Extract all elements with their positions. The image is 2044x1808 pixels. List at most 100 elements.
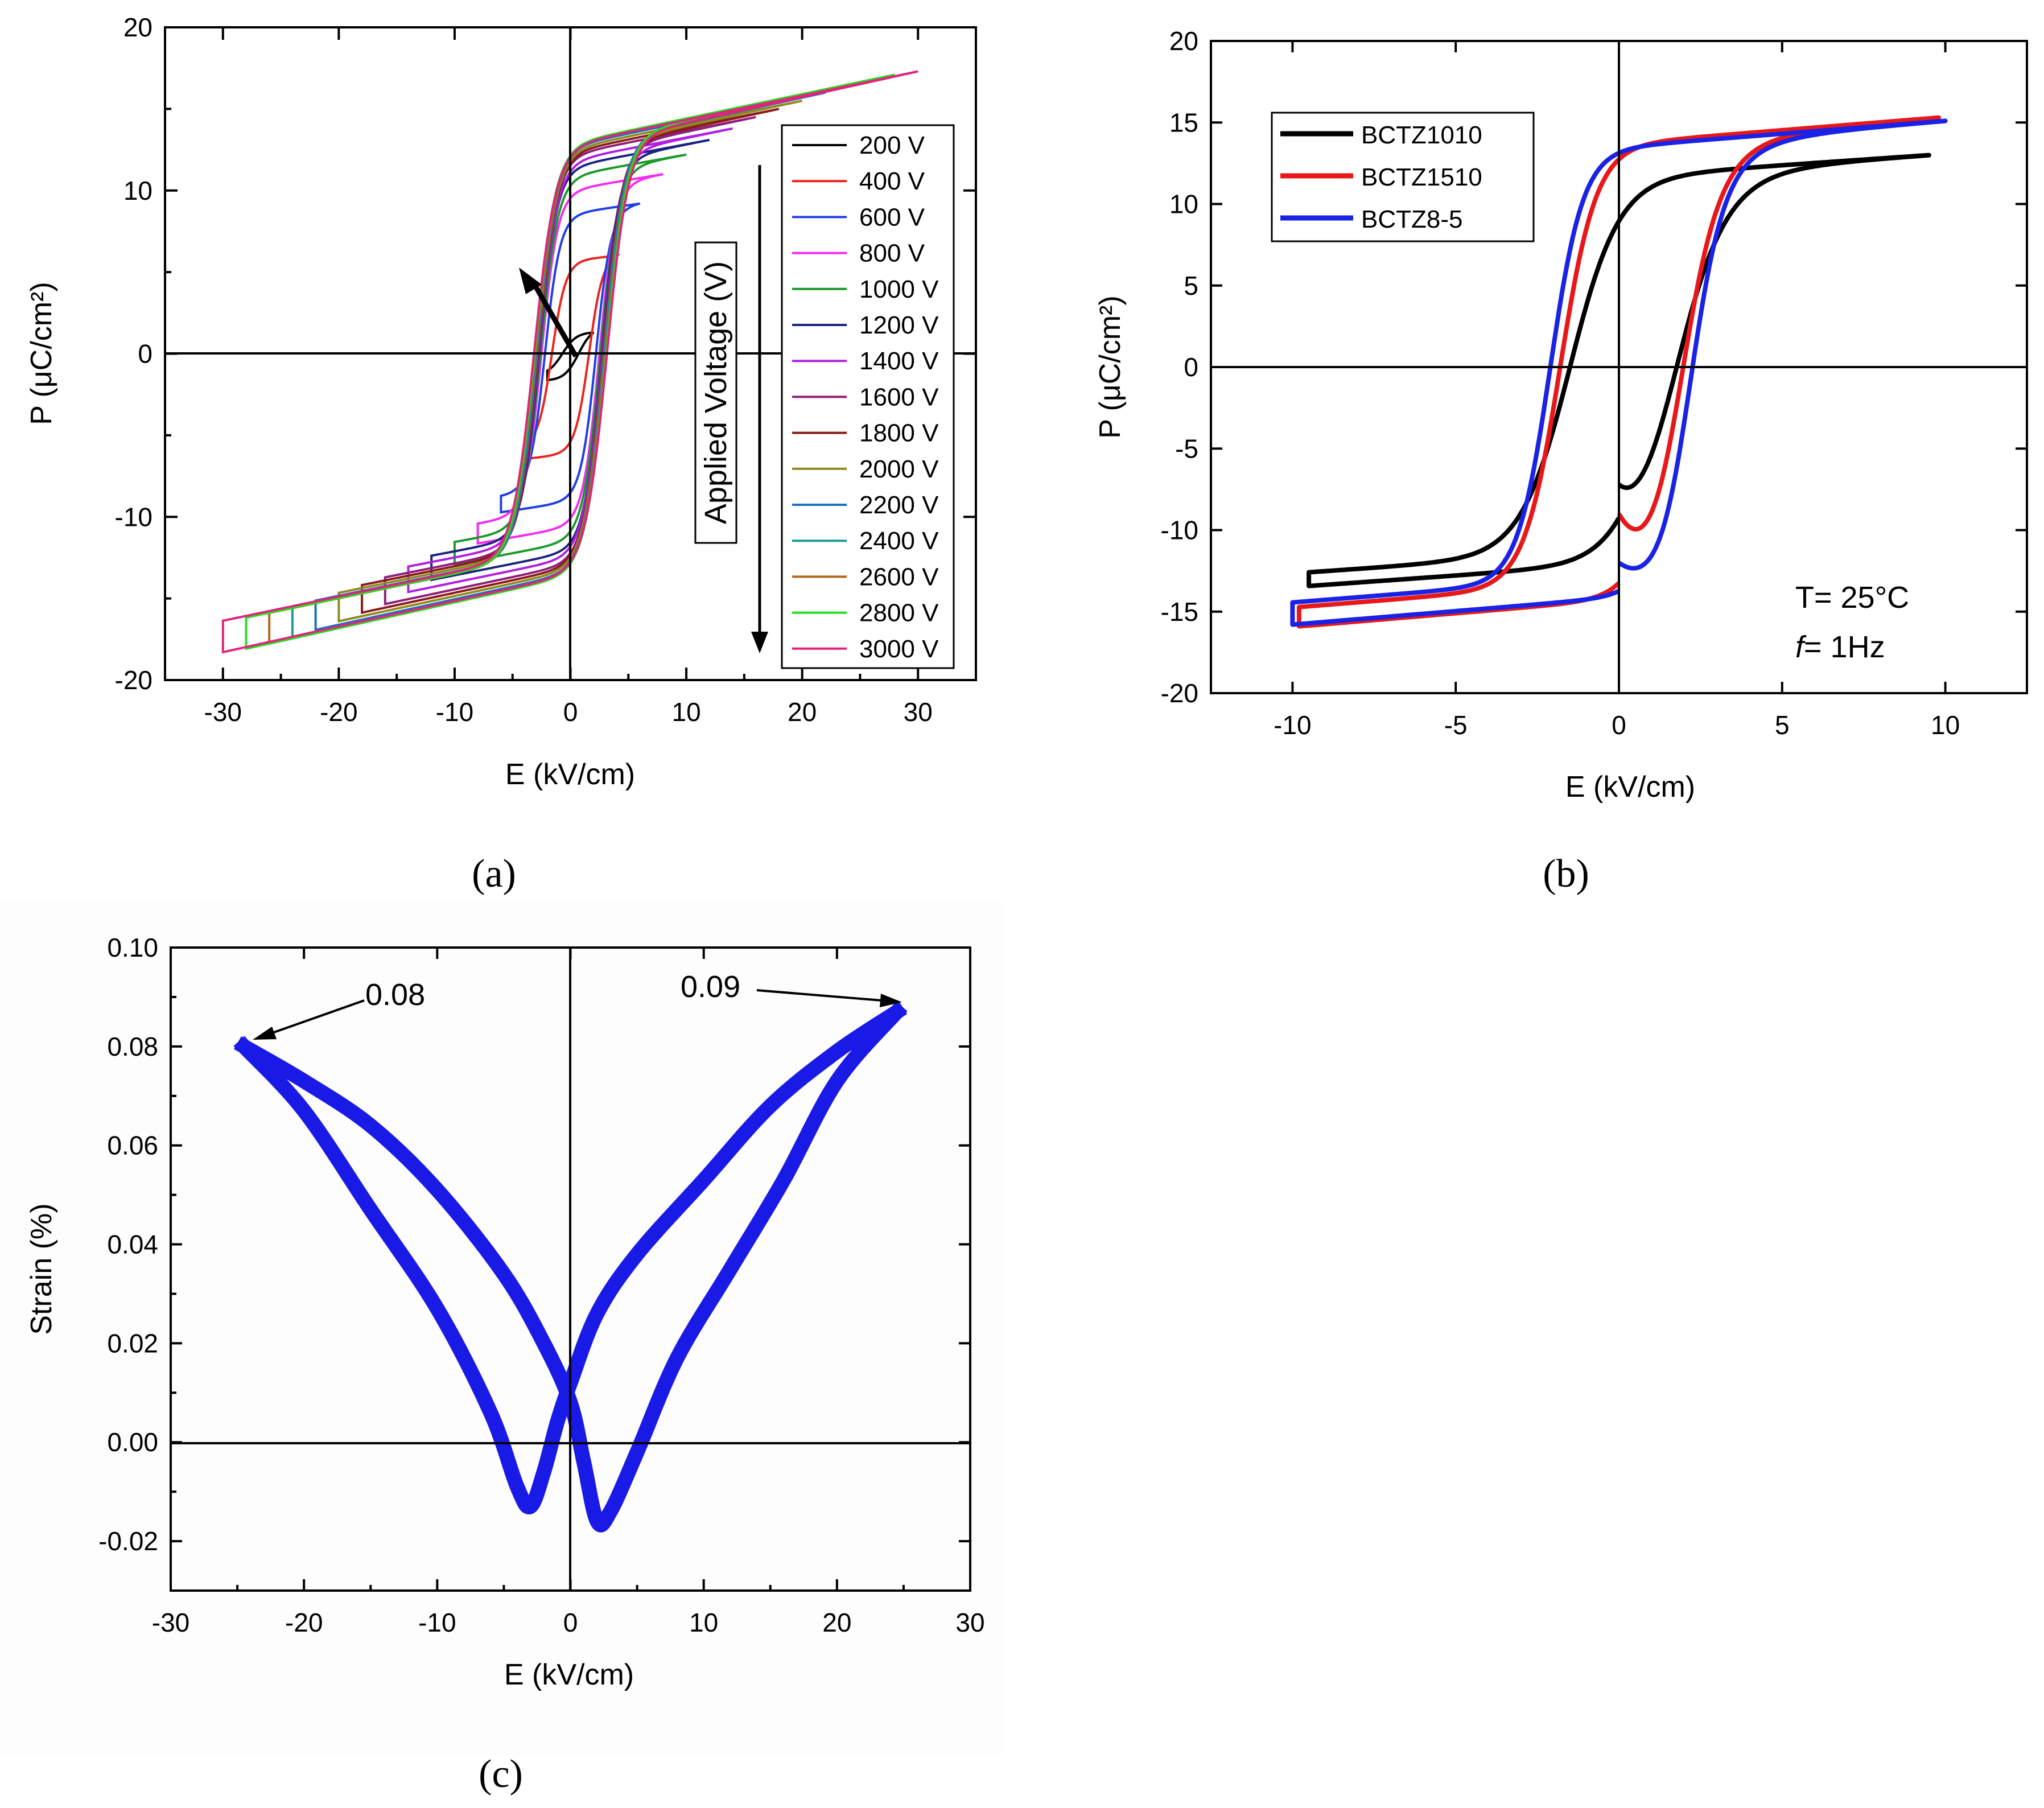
chart-a-legend-label: 1600 V xyxy=(859,383,939,411)
chart-a-series-2800v xyxy=(245,73,895,650)
chart-b-legend-label: BCTZ8-5 xyxy=(1361,205,1462,233)
chart-b-y-tick-label: 20 xyxy=(1169,26,1198,56)
chart-b-y-tick-label: 10 xyxy=(1169,190,1198,219)
chart-a-legend-label: 1800 V xyxy=(859,419,939,447)
chart-c-x-tick-label: -10 xyxy=(418,1608,456,1637)
chart-c-x-tick-label: -20 xyxy=(285,1608,323,1637)
chart-c-x-tick-label: 0 xyxy=(563,1608,578,1637)
chart-a-y-tick-label: 0 xyxy=(138,339,153,369)
chart-a-legend: 200 V 400 V 600 V 800 V 1000 V 1200 V 1400 V 16… xyxy=(792,131,939,663)
chart-a-series-600v xyxy=(500,202,641,514)
chart-c-x-tick-label: 10 xyxy=(689,1608,718,1637)
chart-c-y-tick-label: 0.10 xyxy=(107,933,158,962)
chart-a-voltage-label-box xyxy=(694,241,737,544)
chart-a-legend-label: 3000 V xyxy=(859,635,939,663)
chart-a-x-tick-label: 10 xyxy=(671,697,700,727)
chart-c-tick-labels: -30 -20 -10 0 10 20 30 -0.02 0.00 0.02 0.04 0.06 0.0… xyxy=(98,933,984,1637)
chart-b-legend: BCTZ1010 BCTZ1510 BCTZ8-5 xyxy=(1280,121,1482,233)
chart-a-x-tick-label: 20 xyxy=(788,697,817,727)
chart-c-y-tick-label: 0.04 xyxy=(107,1230,158,1259)
chart-a-x-tick-label: -10 xyxy=(436,697,473,727)
chart-b-x-tick-label: -10 xyxy=(1274,710,1311,740)
chart-a-x-tick-label: -30 xyxy=(204,697,242,727)
chart-b-y-tick-label: -5 xyxy=(1175,434,1198,463)
chart-c-x-axis-label: E (kV/cm) xyxy=(504,1658,634,1691)
chart-c-x-tick-label: 30 xyxy=(955,1608,984,1637)
chart-a-y-axis-label: P (μC/cm²) xyxy=(25,282,58,425)
chart-a-legend-label: 1200 V xyxy=(859,311,939,339)
chart-c-arrow-right-shaft xyxy=(756,989,883,1002)
chart-b-y-tick-label: 0 xyxy=(1184,352,1198,382)
chart-b-panel-label: (b) xyxy=(1543,852,1589,896)
chart-c-arrow-left-shaft xyxy=(267,999,365,1036)
chart-b-frequency-symbol: f xyxy=(1795,630,1807,664)
chart-a-legend-label: 800 V xyxy=(859,240,925,267)
chart-b-temperature-annotation: T= 25°C xyxy=(1795,580,1909,615)
chart-b-y-tick-label: 15 xyxy=(1169,108,1198,137)
chart-b-y-tick-label: -15 xyxy=(1161,597,1198,627)
chart-b-legend-label: BCTZ1510 xyxy=(1361,163,1482,191)
chart-b-tick-labels: -10 -5 0 5 10 -20 -15 -10 -5 0 5 10 15 20 xyxy=(1161,26,1960,740)
chart-b-legend-label: BCTZ1010 xyxy=(1361,121,1482,149)
chart-b-frequency-annotation: f= 1Hz xyxy=(1795,630,1885,664)
chart-a-legend-label: 2600 V xyxy=(859,563,939,591)
chart-a-legend-label: 400 V xyxy=(859,167,925,195)
chart-b-y-axis-label: P (μC/cm²) xyxy=(1094,295,1127,438)
chart-a-legend-label: 600 V xyxy=(859,203,925,231)
chart-a-y-tick-label: 10 xyxy=(123,176,153,205)
chart-b: -10 -5 0 5 10 -20 -15 -10 -5 0 5 10 15 20 E (kV/cm) P… xyxy=(1094,26,2028,896)
chart-c-y-tick-label: 0.02 xyxy=(107,1328,158,1358)
chart-c-y-tick-label: 0.00 xyxy=(107,1427,158,1457)
chart-a-series-3000v xyxy=(221,70,918,654)
chart-c-y-tick-label: -0.02 xyxy=(98,1526,158,1556)
chart-b-y-tick-label: -10 xyxy=(1161,516,1198,545)
chart-c-y-tick-label: 0.08 xyxy=(107,1032,158,1061)
chart-b-x-tick-label: 10 xyxy=(1931,710,1960,740)
chart-a-tick-labels: -30 -20 -10 0 10 20 30 -20 -10 0 10 20 xyxy=(115,13,933,727)
chart-b-ticks xyxy=(1211,40,2027,694)
chart-a-series-800v xyxy=(476,173,664,545)
chart-a-x-axis-label: E (kV/cm) xyxy=(505,758,635,791)
chart-a-inner-arrow-shaft xyxy=(531,281,578,358)
chart-a-y-tick-label: -20 xyxy=(115,665,153,695)
chart-b-y-tick-label: -20 xyxy=(1161,678,1198,708)
chart-c-arrow-right-head xyxy=(880,994,902,1007)
chart-a-ticks xyxy=(165,26,976,681)
chart-a-legend-label: 2000 V xyxy=(859,455,939,483)
chart-c-series-descending xyxy=(233,1001,908,1514)
chart-a-x-tick-label: -20 xyxy=(320,697,357,727)
chart-c: -30 -20 -10 0 10 20 30 -0.02 0.00 0.02 0.04 0.06 0.0… xyxy=(0,902,1002,1796)
chart-a-legend-label: 2400 V xyxy=(859,527,939,555)
chart-c-y-tick-label: 0.06 xyxy=(107,1131,158,1160)
chart-c-y-axis-label: Strain (%) xyxy=(25,1203,58,1335)
chart-a-x-tick-label: 0 xyxy=(563,697,578,727)
chart-a-legend-label: 2800 V xyxy=(859,599,939,627)
chart-b-series-bctz1010 xyxy=(1307,153,1931,588)
chart-c-ticks xyxy=(170,946,971,1591)
chart-c-x-tick-label: 20 xyxy=(822,1608,851,1637)
chart-c-curves xyxy=(233,1001,908,1533)
chart-c-series-ascending xyxy=(234,1001,908,1533)
chart-c-x-tick-label: -30 xyxy=(152,1608,189,1637)
chart-a-legend-label: 1400 V xyxy=(859,347,939,375)
chart-b-series-bctz8-5 xyxy=(1290,118,1948,627)
chart-b-y-tick-label: 5 xyxy=(1184,271,1198,300)
chart-a-voltage-annotation: Applied Voltage (V) xyxy=(699,261,733,524)
chart-a-legend-label: 1000 V xyxy=(859,275,939,303)
chart-b-curves xyxy=(1290,115,1948,629)
chart-b-x-tick-label: 5 xyxy=(1775,710,1790,740)
chart-a-curves xyxy=(221,70,918,654)
chart-a-legend-label: 2200 V xyxy=(859,491,939,519)
chart-a-panel-label: (a) xyxy=(472,852,516,896)
chart-c-annotation-right: 0.09 xyxy=(681,970,740,1004)
chart-c-arrow-left-head xyxy=(253,1027,277,1040)
chart-a-x-tick-label: 30 xyxy=(904,697,933,727)
chart-b-x-axis-label: E (kV/cm) xyxy=(1565,771,1695,804)
chart-a-y-tick-label: 20 xyxy=(123,13,153,42)
chart-a-inner-arrow-head xyxy=(519,267,542,294)
chart-a-legend-label: 200 V xyxy=(859,131,925,159)
chart-b-x-tick-label: 0 xyxy=(1612,710,1626,740)
chart-b-frequency-value: = 1Hz xyxy=(1804,630,1885,664)
chart-a: -30 -20 -10 0 10 20 30 -20 -10 0 10 20 E (kV/cm) P … xyxy=(25,13,977,896)
chart-c-panel-label: (c) xyxy=(479,1752,523,1796)
